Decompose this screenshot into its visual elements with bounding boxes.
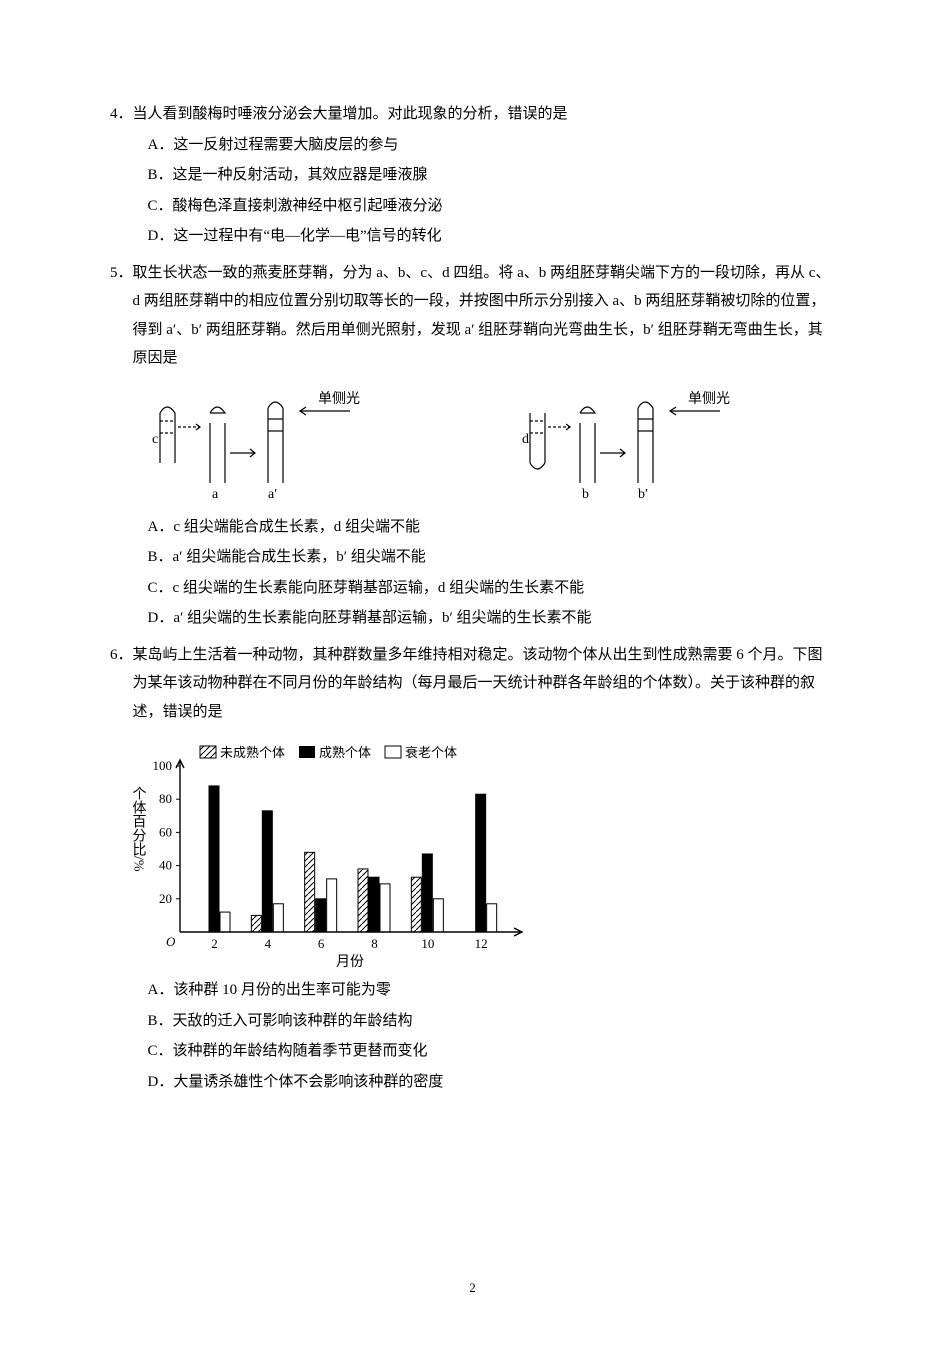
q5-opt-b: B．a′ 组尖端能合成生长素，b′ 组尖端不能 [148, 543, 836, 572]
q5-left-aprime: a′ [268, 487, 277, 502]
q6-opt-b: B．天敌的迁入可影响该种群的年龄结构 [148, 1007, 836, 1036]
svg-text:6: 6 [318, 936, 325, 951]
q5-right-d: d [522, 432, 529, 447]
q4-stem: 4．当人看到酸梅时唾液分泌会大量增加。对此现象的分析，错误的是 [110, 100, 835, 129]
q5-right-light: 单侧光 [688, 391, 730, 407]
q4-opt-a: A．这一反射过程需要大脑皮层的参与 [148, 131, 836, 160]
q6-stem: 6．某岛屿上生活着一种动物，其种群数量多年维持相对稳定。该动物个体从出生到性成熟… [110, 641, 835, 727]
svg-text:100: 100 [153, 758, 173, 773]
q5-left-light: 单侧光 [318, 391, 360, 407]
q4-options: A．这一反射过程需要大脑皮层的参与 B．这是一种反射活动，其效应器是唾液腺 C．… [110, 131, 835, 251]
q6-opt-a: A．该种群 10 月份的出生率可能为零 [148, 976, 836, 1005]
q6-opt-d: D．大量诱杀雄性个体不会影响该种群的密度 [148, 1068, 836, 1097]
svg-text:月份: 月份 [336, 954, 364, 970]
q5-figure: c a a′ 单侧光 [110, 383, 835, 503]
q6-opt-c: C．该种群的年龄结构随着季节更替而变化 [148, 1037, 836, 1066]
q5-diagram-left: c a a′ 单侧光 [150, 383, 390, 503]
svg-text:60: 60 [159, 824, 172, 839]
q5-stem-text: 取生长状态一致的燕麦胚芽鞘，分为 a、b、c、d 四组。将 a、b 两组胚芽鞘尖… [133, 265, 831, 367]
q4-num: 4． [110, 106, 133, 122]
question-5: 5．取生长状态一致的燕麦胚芽鞘，分为 a、b、c、d 四组。将 a、b 两组胚芽… [110, 259, 835, 633]
svg-text:20: 20 [159, 891, 172, 906]
q5-num: 5． [110, 265, 133, 281]
q5-stem: 5．取生长状态一致的燕麦胚芽鞘，分为 a、b、c、d 四组。将 a、b 两组胚芽… [110, 259, 835, 373]
q6-stem-text: 某岛屿上生活着一种动物，其种群数量多年维持相对稳定。该动物个体从出生到性成熟需要… [133, 647, 823, 720]
q5-left-c: c [152, 432, 158, 447]
svg-text:4: 4 [265, 936, 272, 951]
q5-opt-c: C．c 组尖端的生长素能向胚芽鞘基部运输，d 组尖端的生长素不能 [148, 574, 836, 603]
q4-opt-c: C．酸梅色泽直接刺激神经中枢引起唾液分泌 [148, 192, 836, 221]
q6-num: 6． [110, 647, 133, 663]
q5-left-a: a [212, 487, 219, 502]
q5-options: A．c 组尖端能合成生长素，d 组尖端不能 B．a′ 组尖端能合成生长素，b′ … [110, 513, 835, 633]
svg-text:未成熟个体: 未成熟个体 [220, 745, 285, 760]
svg-text:衰老个体: 衰老个体 [405, 745, 457, 760]
question-4: 4．当人看到酸梅时唾液分泌会大量增加。对此现象的分析，错误的是 A．这一反射过程… [110, 100, 835, 251]
q4-opt-b: B．这是一种反射活动，其效应器是唾液腺 [148, 161, 836, 190]
q4-opt-d: D．这一过程中有“电—化学—电”信号的转化 [148, 222, 836, 251]
svg-text:2: 2 [211, 936, 218, 951]
q5-opt-d: D．a′ 组尖端的生长素能向胚芽鞘基部运输，b′ 组尖端的生长素不能 [148, 604, 836, 633]
q5-opt-a: A．c 组尖端能合成生长素，d 组尖端不能 [148, 513, 836, 542]
q6-chart: 未成熟个体 成熟个体 衰老个体 20 40 60 80 100 个体百分比/% O 2 4 6 8 10 12… [110, 732, 835, 972]
svg-text:10: 10 [421, 936, 434, 951]
svg-text:40: 40 [159, 858, 172, 873]
svg-text:8: 8 [371, 936, 378, 951]
page-number: 2 [110, 1276, 835, 1301]
svg-text:个体百分比/%: 个体百分比/% [131, 786, 147, 872]
q5-right-bprime: b′ [638, 487, 648, 502]
svg-text:12: 12 [475, 936, 488, 951]
q4-stem-text: 当人看到酸梅时唾液分泌会大量增加。对此现象的分析，错误的是 [133, 106, 568, 122]
svg-text:80: 80 [159, 791, 172, 806]
q6-options: A．该种群 10 月份的出生率可能为零 B．天敌的迁入可影响该种群的年龄结构 C… [110, 976, 835, 1096]
svg-text:O: O [166, 934, 176, 949]
question-6: 6．某岛屿上生活着一种动物，其种群数量多年维持相对稳定。该动物个体从出生到性成熟… [110, 641, 835, 1097]
q5-diagram-right: d b b′ 单侧光 [520, 383, 760, 503]
q5-right-b: b [582, 487, 589, 502]
svg-text:成熟个体: 成熟个体 [319, 745, 371, 760]
